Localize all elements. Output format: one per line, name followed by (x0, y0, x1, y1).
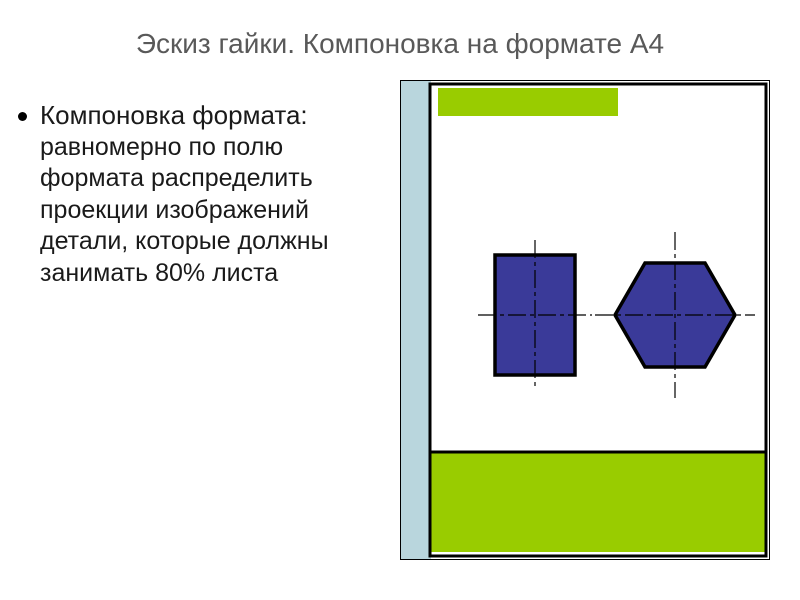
bullet-lead: Компоновка формата: (40, 100, 370, 131)
bullet-dot (18, 112, 27, 121)
a4-layout-diagram (400, 80, 770, 565)
bullet-rest: равномерно по полю формата распределить … (40, 133, 329, 287)
diagram-svg (400, 80, 770, 560)
slide-title: Эскиз гайки. Компоновка на формате А4 (0, 28, 800, 60)
bullet-text: Компоновка формата: равномерно по полю ф… (40, 100, 370, 288)
